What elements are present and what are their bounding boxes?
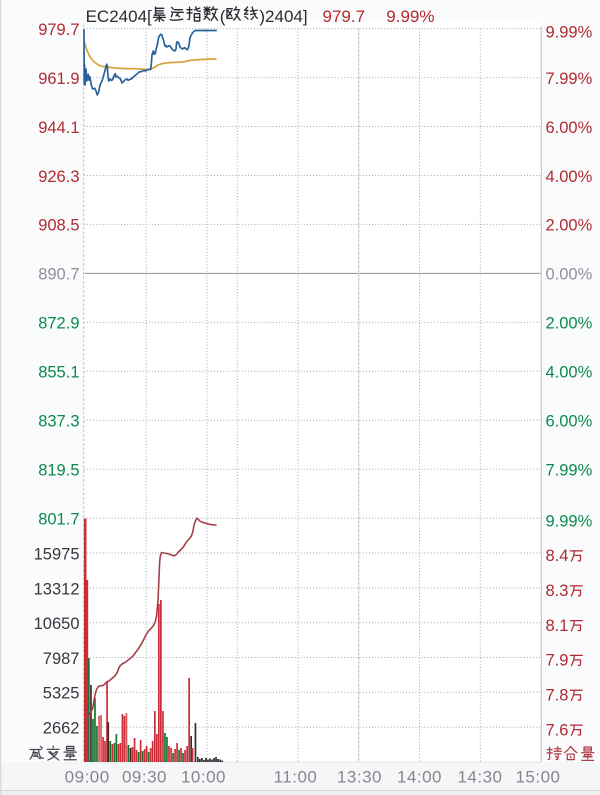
svg-text:944.1: 944.1: [38, 119, 79, 137]
svg-text:801.7: 801.7: [38, 511, 79, 529]
svg-text:4.00%: 4.00%: [546, 168, 593, 186]
svg-text:14:00: 14:00: [397, 767, 442, 786]
svg-text:15:00: 15:00: [515, 767, 560, 786]
svg-text:979.7: 979.7: [323, 7, 366, 26]
svg-text:0.00%: 0.00%: [546, 266, 593, 284]
svg-text:7987: 7987: [43, 650, 80, 668]
svg-text:5325: 5325: [43, 685, 80, 703]
svg-text:8.3: 8.3: [546, 582, 569, 600]
svg-text:7.99%: 7.99%: [546, 70, 593, 88]
svg-text:890.7: 890.7: [38, 266, 79, 284]
svg-text:13:30: 13:30: [337, 767, 382, 786]
svg-text:09:00: 09:00: [65, 767, 110, 786]
svg-text:15975: 15975: [34, 545, 80, 563]
svg-text:9.99%: 9.99%: [546, 24, 593, 42]
svg-text:979.7: 979.7: [38, 21, 79, 39]
svg-text:855.1: 855.1: [38, 364, 79, 382]
svg-text:2662: 2662: [43, 720, 80, 738]
svg-text:6.00%: 6.00%: [546, 119, 593, 137]
svg-text:9.99%: 9.99%: [546, 512, 593, 530]
svg-text:13312: 13312: [34, 580, 80, 598]
svg-text:8.1: 8.1: [546, 617, 569, 635]
svg-text:961.9: 961.9: [38, 70, 79, 88]
svg-text:)2404]: )2404]: [259, 7, 307, 26]
svg-text:7.99%: 7.99%: [546, 462, 593, 480]
svg-text:872.9: 872.9: [38, 315, 79, 333]
svg-text:11:00: 11:00: [274, 767, 318, 786]
svg-text:8.4: 8.4: [546, 547, 569, 565]
svg-text:7.9: 7.9: [546, 652, 569, 670]
svg-text:7.6: 7.6: [546, 721, 569, 739]
svg-text:10:00: 10:00: [181, 767, 226, 786]
svg-text:14:30: 14:30: [457, 767, 502, 786]
svg-text:6.00%: 6.00%: [546, 413, 593, 431]
svg-text:908.5: 908.5: [38, 217, 79, 235]
svg-text:2.00%: 2.00%: [546, 217, 593, 235]
svg-text:7.8: 7.8: [546, 687, 569, 705]
svg-text:4.00%: 4.00%: [546, 364, 593, 382]
svg-text:10650: 10650: [34, 615, 80, 633]
svg-text:837.3: 837.3: [38, 413, 79, 431]
svg-text:(: (: [220, 7, 226, 26]
svg-text:09:30: 09:30: [122, 767, 167, 786]
svg-text:9.99%: 9.99%: [386, 7, 434, 26]
svg-text:819.5: 819.5: [38, 462, 79, 480]
svg-text:EC2404[: EC2404[: [86, 7, 152, 26]
svg-text:2.00%: 2.00%: [546, 315, 593, 333]
svg-text:926.3: 926.3: [38, 168, 79, 186]
